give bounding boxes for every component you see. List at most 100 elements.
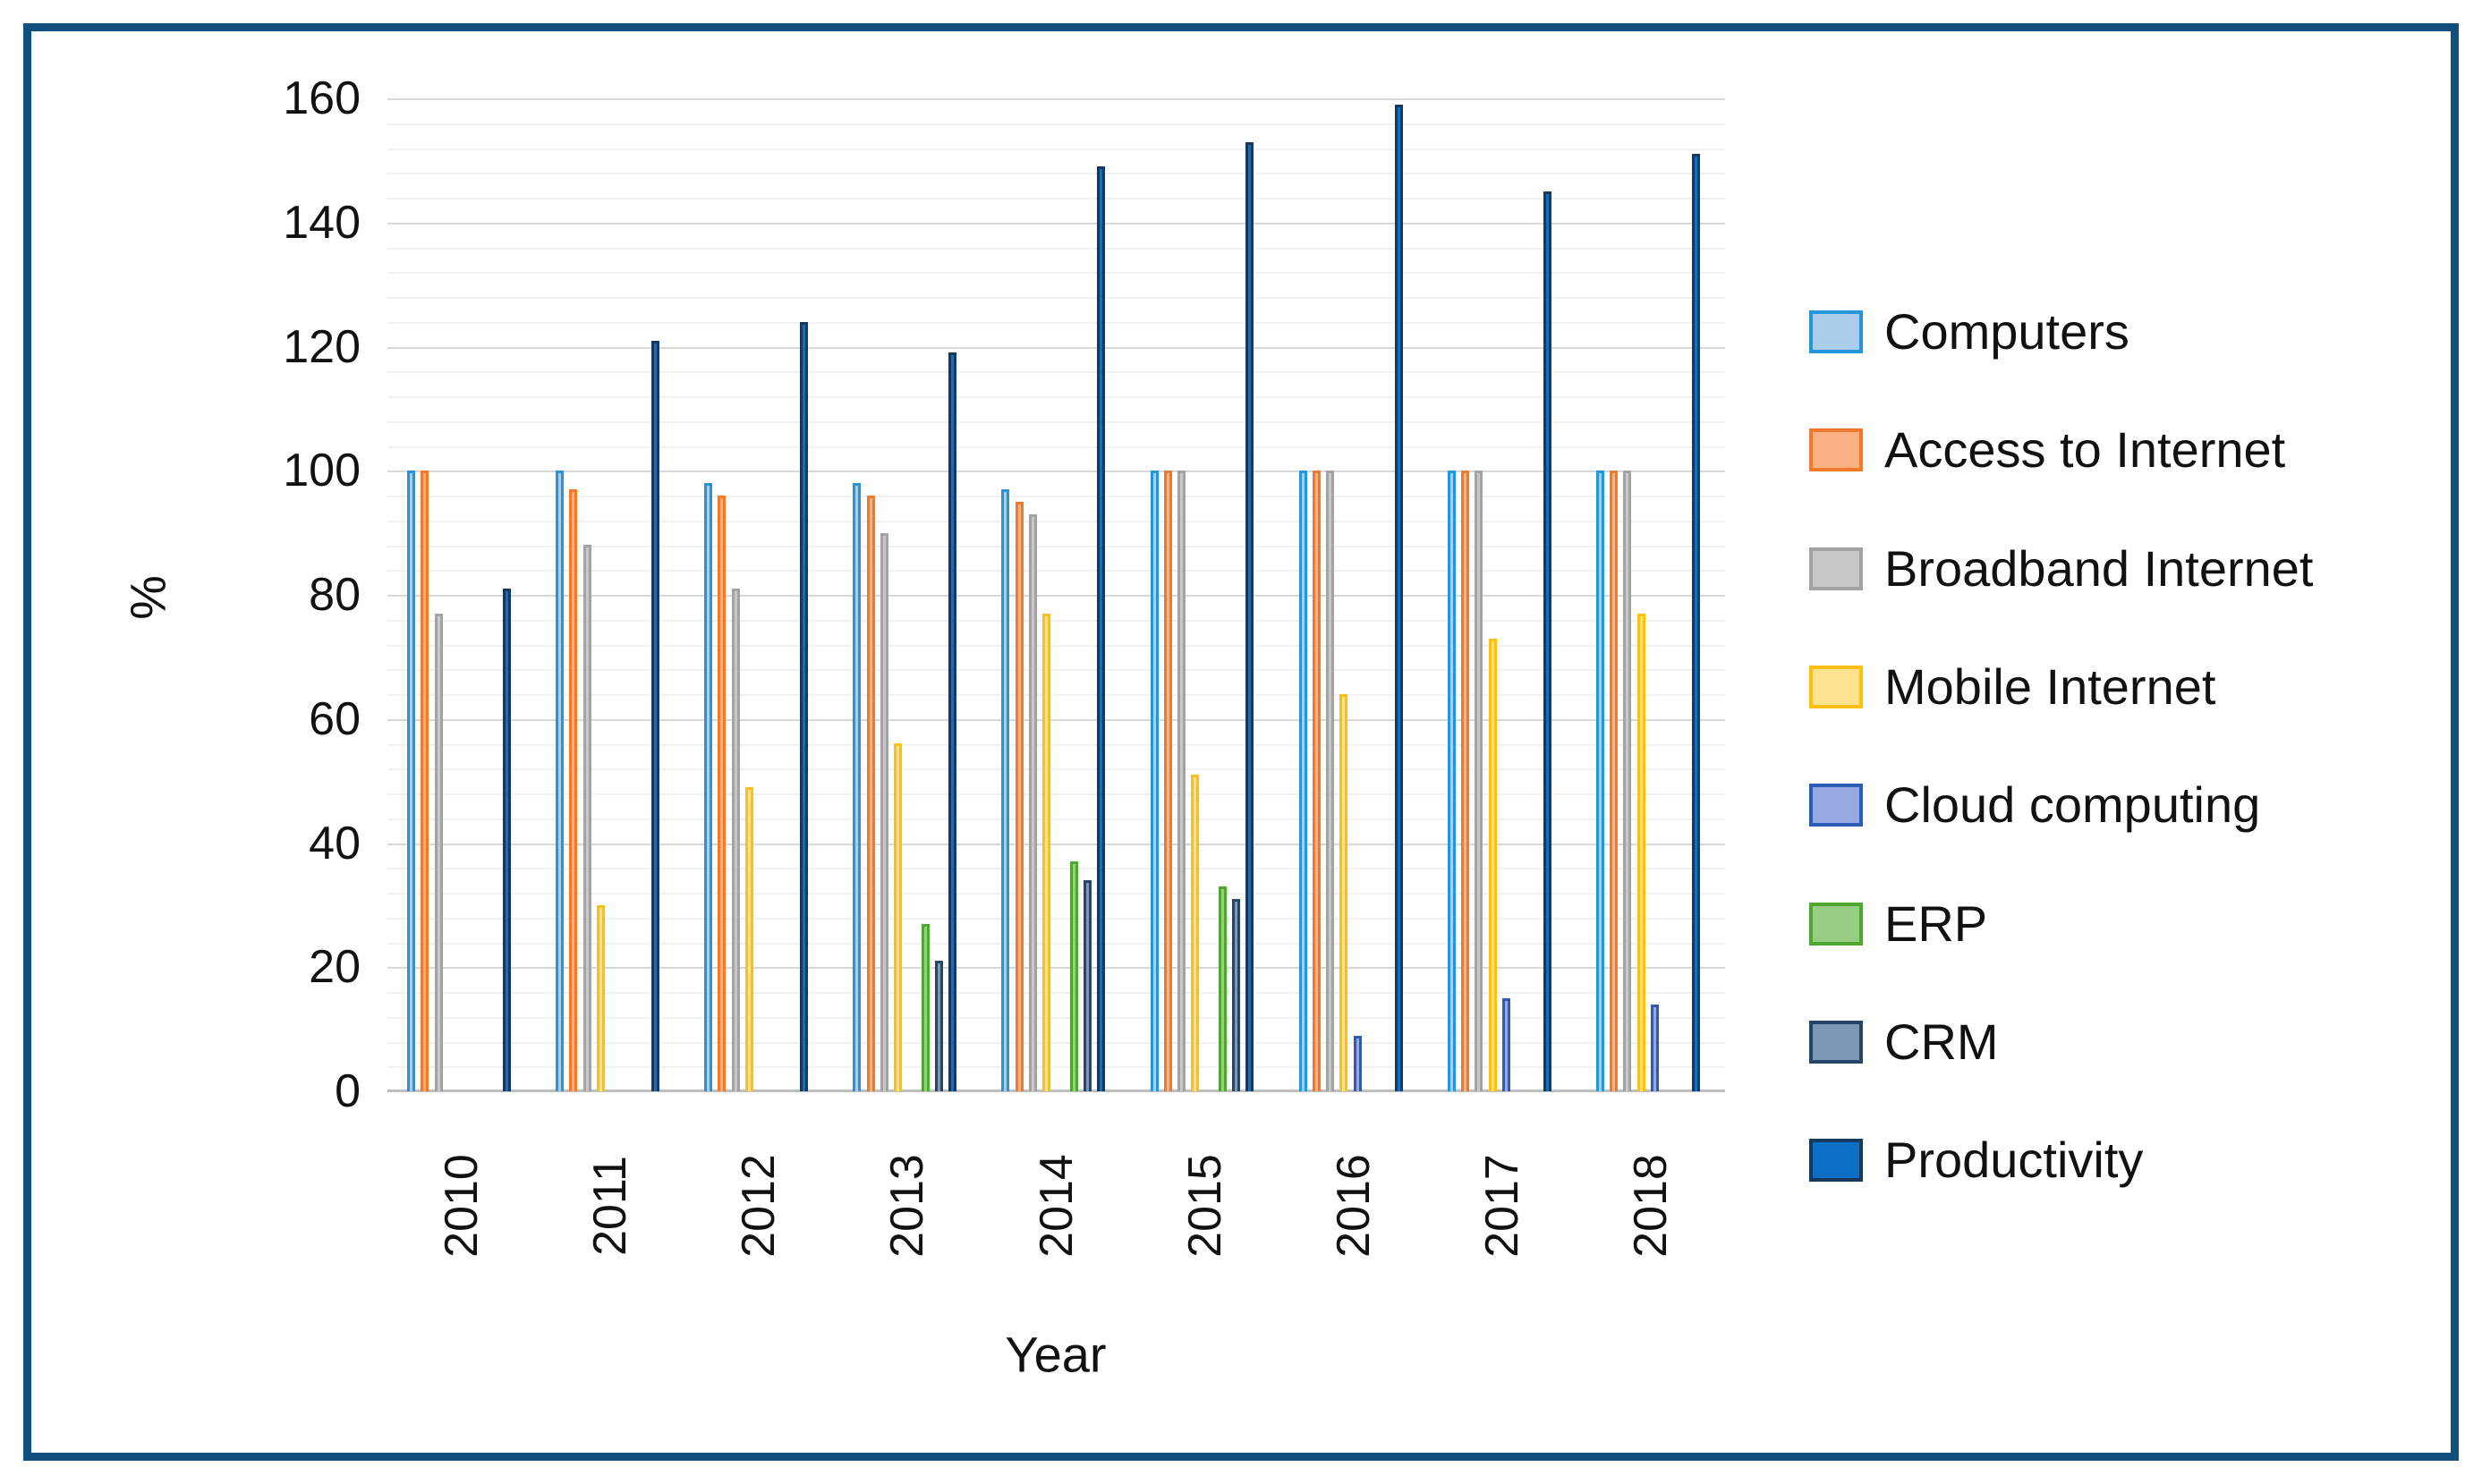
- y-tick-label-120: 120: [283, 320, 361, 373]
- gridline-minor: [387, 992, 1725, 994]
- bar-broadband-internet-2017: [1475, 471, 1483, 1091]
- bar-cloud-computing-2018: [1650, 1005, 1659, 1091]
- bar-productivity-2014: [1097, 166, 1106, 1091]
- x-tick-label-2014: 2014: [1030, 1154, 1083, 1258]
- bar-broadband-internet-2014: [1028, 514, 1037, 1091]
- legend-swatch-productivity: [1809, 1139, 1863, 1183]
- gridline-minor: [387, 942, 1725, 945]
- legend-swatch-access-to-internet: [1809, 428, 1863, 472]
- y-tick-label-60: 60: [309, 692, 361, 745]
- legend-swatch-cloud-computing: [1809, 784, 1863, 827]
- y-axis-title: %: [119, 575, 176, 620]
- bar-broadband-internet-2010: [434, 614, 443, 1091]
- bar-productivity-2012: [800, 322, 809, 1091]
- gridline-minor: [387, 1041, 1725, 1044]
- gridline-minor: [387, 1016, 1725, 1019]
- gridline-minor: [387, 396, 1725, 398]
- gridline-minor: [387, 793, 1725, 795]
- bar-computers-2017: [1447, 471, 1456, 1091]
- bar-access-to-internet-2010: [421, 471, 429, 1091]
- bar-productivity-2010: [502, 589, 511, 1091]
- bar-computers-2010: [407, 471, 415, 1091]
- plot-area: [387, 98, 1725, 1092]
- legend-swatch-mobile-internet: [1809, 665, 1863, 708]
- bar-productivity-2011: [650, 341, 659, 1091]
- bar-computers-2018: [1595, 471, 1604, 1091]
- bar-cloud-computing-2016: [1353, 1036, 1362, 1091]
- bar-mobile-internet-2016: [1339, 694, 1348, 1091]
- bar-access-to-internet-2018: [1610, 471, 1619, 1091]
- gridline-minor: [387, 297, 1725, 299]
- bar-broadband-internet-2012: [731, 589, 740, 1091]
- bar-access-to-internet-2015: [1163, 471, 1172, 1091]
- legend-label-erp: ERP: [1884, 895, 1988, 952]
- bar-broadband-internet-2016: [1326, 471, 1335, 1091]
- bar-erp-2015: [1218, 886, 1227, 1091]
- gridline-minor: [387, 321, 1725, 324]
- legend-label-access-to-internet: Access to Internet: [1884, 421, 2286, 479]
- legend-item-mobile-internet: Mobile Internet: [1809, 657, 2216, 715]
- gridline-minor: [387, 818, 1725, 820]
- x-tick-label-2018: 2018: [1624, 1154, 1677, 1258]
- gridline-major: [387, 222, 1725, 225]
- gridline-major: [387, 346, 1725, 349]
- x-axis-line: [387, 1090, 1725, 1092]
- legend-item-broadband-internet: Broadband Internet: [1809, 539, 2314, 597]
- legend-label-mobile-internet: Mobile Internet: [1884, 657, 2216, 715]
- gridline-minor: [387, 173, 1725, 175]
- chart-outer-border: [23, 23, 2459, 1461]
- gridline-minor: [387, 619, 1725, 622]
- gridline-minor: [387, 743, 1725, 746]
- legend-label-cloud-computing: Cloud computing: [1884, 776, 2261, 834]
- bar-crm-2013: [934, 961, 943, 1091]
- bar-erp-2014: [1069, 861, 1078, 1091]
- bar-productivity-2016: [1394, 105, 1403, 1091]
- x-axis-title: Year: [1005, 1326, 1107, 1383]
- bar-productivity-2018: [1691, 154, 1700, 1091]
- legend-item-access-to-internet: Access to Internet: [1809, 425, 2285, 475]
- legend-swatch-broadband-internet: [1809, 547, 1863, 590]
- bar-crm-2015: [1232, 899, 1241, 1091]
- y-tick-label-160: 160: [283, 72, 361, 124]
- bar-mobile-internet-2012: [745, 787, 753, 1091]
- gridline-minor: [387, 520, 1725, 522]
- bar-access-to-internet-2017: [1461, 471, 1470, 1091]
- bar-access-to-internet-2014: [1015, 502, 1024, 1091]
- x-tick-label-2011: 2011: [584, 1156, 637, 1256]
- gridline-minor: [387, 570, 1725, 572]
- bar-mobile-internet-2011: [596, 905, 605, 1091]
- gridline-minor: [387, 644, 1725, 647]
- bar-computers-2016: [1298, 471, 1307, 1091]
- bar-mobile-internet-2017: [1488, 639, 1497, 1091]
- legend-label-computers: Computers: [1884, 303, 2129, 360]
- bar-computers-2015: [1150, 471, 1159, 1091]
- bar-broadband-internet-2018: [1623, 471, 1632, 1091]
- legend-item-crm: CRM: [1809, 1016, 1999, 1067]
- y-tick-label-100: 100: [283, 445, 361, 497]
- bar-access-to-internet-2011: [569, 489, 578, 1091]
- gridline-minor: [387, 371, 1725, 374]
- bar-access-to-internet-2012: [718, 496, 727, 1091]
- bar-computers-2013: [853, 483, 862, 1091]
- bar-mobile-internet-2013: [894, 743, 903, 1091]
- x-tick-label-2010: 2010: [436, 1154, 489, 1258]
- y-tick-label-140: 140: [283, 196, 361, 249]
- gridline-minor: [387, 1066, 1725, 1069]
- gridline-minor: [387, 893, 1725, 895]
- legend-swatch-crm: [1809, 1020, 1863, 1064]
- gridline-minor: [387, 420, 1725, 423]
- x-tick-label-2015: 2015: [1178, 1154, 1231, 1258]
- gridline-major: [387, 471, 1725, 473]
- bar-broadband-internet-2015: [1177, 471, 1186, 1091]
- legend-item-productivity: Productivity: [1809, 1135, 2143, 1185]
- legend-label-broadband-internet: Broadband Internet: [1884, 539, 2314, 597]
- gridline-minor: [387, 123, 1725, 125]
- x-tick-label-2012: 2012: [733, 1154, 786, 1258]
- bar-broadband-internet-2011: [582, 545, 591, 1091]
- gridline-major: [387, 718, 1725, 721]
- bar-productivity-2017: [1543, 191, 1551, 1091]
- gridline-minor: [387, 247, 1725, 250]
- gridline-minor: [387, 545, 1725, 547]
- gridline-minor: [387, 148, 1725, 150]
